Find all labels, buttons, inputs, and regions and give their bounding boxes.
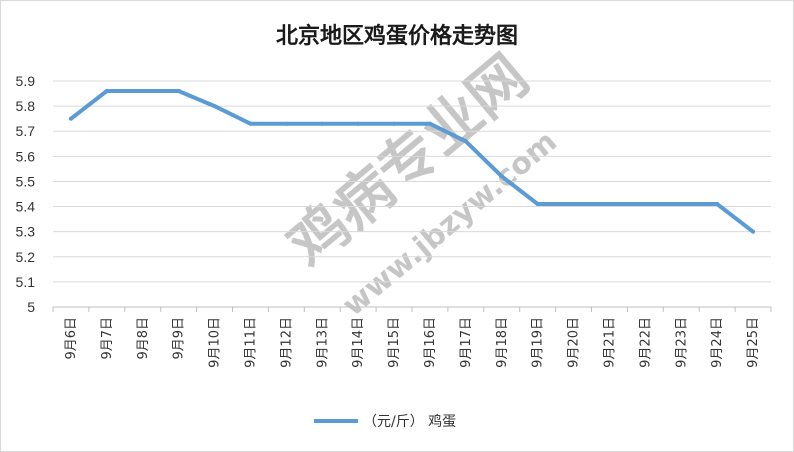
y-tick-label: 5.1 xyxy=(16,274,36,290)
data-point xyxy=(715,202,720,207)
x-tick-label: 9月18日 xyxy=(495,317,510,368)
data-point xyxy=(320,121,325,126)
legend: （元/斤） 鸡蛋 xyxy=(314,413,456,430)
data-point xyxy=(212,104,217,109)
x-tick-label: 9月14日 xyxy=(351,317,366,368)
data-point xyxy=(463,139,468,144)
x-tick-label: 9月10日 xyxy=(208,317,223,368)
data-point xyxy=(248,121,253,126)
x-tick-label: 9月8日 xyxy=(136,317,151,360)
x-tick-label: 9月6日 xyxy=(64,317,79,360)
data-point xyxy=(571,202,576,207)
data-point xyxy=(104,89,109,94)
x-tick-label: 9月23日 xyxy=(674,317,689,368)
y-tick-label: 5.5 xyxy=(16,173,36,189)
legend-label: （元/斤） 鸡蛋 xyxy=(363,413,456,430)
x-tick-label: 9月9日 xyxy=(172,317,187,360)
y-tick-label: 5.3 xyxy=(16,224,36,240)
y-axis: 5.9 5.8 5.7 5.6 5.5 5.4 5.3 5.2 5.1 5 xyxy=(16,73,36,315)
x-tick-label: 9月19日 xyxy=(531,317,546,368)
x-tick-label: 9月24日 xyxy=(710,317,725,368)
x-tick-label: 9月15日 xyxy=(387,317,402,368)
data-point xyxy=(499,174,504,179)
series-layer xyxy=(68,89,756,234)
x-tick-label: 9月11日 xyxy=(243,317,258,368)
y-tick-label: 5.6 xyxy=(16,148,36,164)
y-tick-label: 5.2 xyxy=(16,249,36,265)
data-point xyxy=(140,89,145,94)
watermark: 鸡病专业网 www.jbzyw.com xyxy=(275,41,564,323)
data-point xyxy=(751,229,756,234)
y-tick-label: 5.7 xyxy=(16,123,36,139)
x-tick-label: 9月22日 xyxy=(638,317,653,368)
x-tick-label: 9月20日 xyxy=(567,317,582,368)
x-tick-label: 9月12日 xyxy=(279,317,294,368)
data-point xyxy=(679,202,684,207)
y-tick-label: 5 xyxy=(27,299,35,315)
y-tick-label: 5.4 xyxy=(16,199,36,215)
x-tick-label: 9月16日 xyxy=(423,317,438,368)
gridlines xyxy=(53,80,771,308)
data-point xyxy=(392,121,397,126)
data-point xyxy=(356,121,361,126)
y-tick-label: 5.8 xyxy=(16,98,36,114)
x-tick-label: 9月21日 xyxy=(602,317,617,368)
x-axis: 9月6日 9月7日 9月8日 9月9日 9月10日 9月11日 9月12日 9月13日 9月14… xyxy=(52,306,772,368)
x-tick-label: 9月25日 xyxy=(746,317,761,368)
data-point xyxy=(284,121,289,126)
x-tick-label: 9月7日 xyxy=(100,317,115,360)
data-point xyxy=(176,89,181,94)
data-point xyxy=(68,116,73,121)
x-tick-label: 9月17日 xyxy=(459,317,474,368)
data-point xyxy=(535,202,540,207)
x-tick-label: 9月13日 xyxy=(315,317,330,368)
data-point xyxy=(607,202,612,207)
data-point xyxy=(427,121,432,126)
y-tick-label: 5.9 xyxy=(16,73,36,89)
chart-title: 北京地区鸡蛋价格走势图 xyxy=(276,23,518,49)
data-point xyxy=(643,202,648,207)
series-line xyxy=(69,89,755,234)
